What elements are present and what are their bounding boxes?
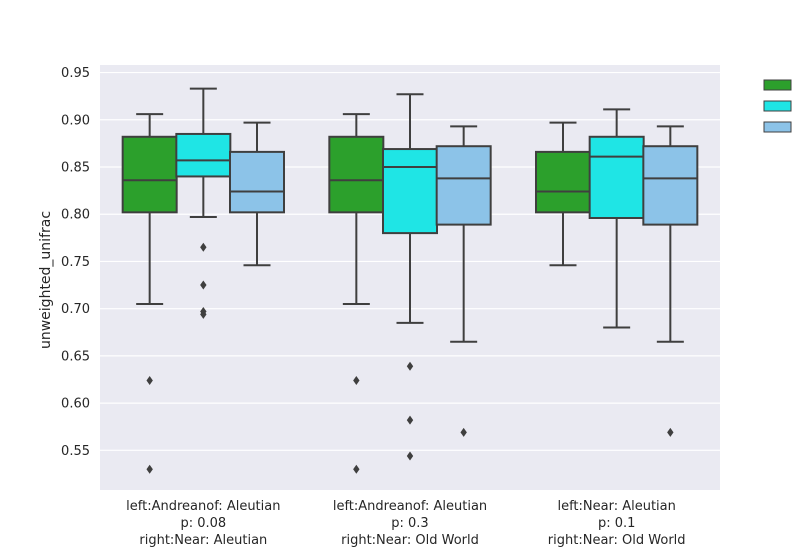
- box-iqr: [588, 135, 645, 219]
- box-iqr: [435, 145, 492, 226]
- y-tick-label: 0.70: [61, 302, 90, 317]
- outlier-point: [353, 464, 360, 474]
- x-category-label: left:Andreanof: Aleutian: [126, 499, 280, 514]
- legend-swatch: [763, 100, 792, 112]
- x-category-label: right:Near: Old World: [548, 533, 686, 548]
- x-category-label: left:Near: Aleutian: [557, 499, 675, 514]
- box-group: [121, 87, 285, 474]
- outlier-point: [406, 361, 414, 371]
- box-iqr: [642, 145, 699, 226]
- y-tick-label: 0.85: [61, 161, 90, 176]
- box-iqr: [175, 132, 232, 178]
- x-category-label: left:Andreanof: Aleutian: [333, 499, 487, 514]
- box-iqr: [229, 150, 285, 214]
- y-tick-label: 0.80: [61, 208, 90, 223]
- outlier-point: [200, 242, 207, 252]
- y-axis-label: unweighted_unifrac: [38, 211, 54, 349]
- box-iqr: [535, 150, 591, 214]
- legend-swatch: [763, 121, 792, 133]
- outlier-point: [406, 415, 414, 425]
- box-iqr: [121, 135, 178, 214]
- legend-swatch: [763, 79, 792, 91]
- y-tick-label: 0.65: [61, 349, 90, 364]
- x-category-label: p: 0.08: [180, 516, 226, 531]
- y-tick-label: 0.75: [61, 255, 90, 270]
- x-category-label: right:Near: Aleutian: [139, 533, 267, 548]
- x-category-label: p: 0.3: [391, 516, 428, 531]
- y-tick-label: 0.60: [61, 397, 90, 412]
- outlier-point: [200, 309, 207, 319]
- box-iqr: [382, 148, 438, 235]
- outlier-point: [146, 375, 153, 385]
- y-tick-label: 0.55: [61, 444, 90, 459]
- x-category-labels: left:Andreanof: Aleutian p: 0.08 right:Nea…: [126, 499, 685, 548]
- outlier-point: [460, 427, 467, 437]
- box-iqr: [328, 135, 385, 214]
- outlier-point: [406, 451, 414, 461]
- legend: [763, 79, 792, 133]
- x-category-label: right:Near: Old World: [341, 533, 479, 548]
- y-tick-label: 0.90: [61, 113, 90, 128]
- outlier-point: [353, 375, 360, 385]
- outlier-point: [200, 280, 207, 290]
- y-tick-label: 0.95: [61, 66, 90, 81]
- x-category-label: p: 0.1: [598, 516, 635, 531]
- outlier-point: [146, 464, 153, 474]
- box-groups: [121, 87, 699, 474]
- outlier-point: [667, 427, 674, 437]
- box-group: [328, 93, 492, 474]
- box-group: [535, 108, 699, 437]
- y-tick-labels: 0.55 0.60 0.65 0.70 0.75 0.80 0.85 0.90 0.95: [61, 66, 90, 459]
